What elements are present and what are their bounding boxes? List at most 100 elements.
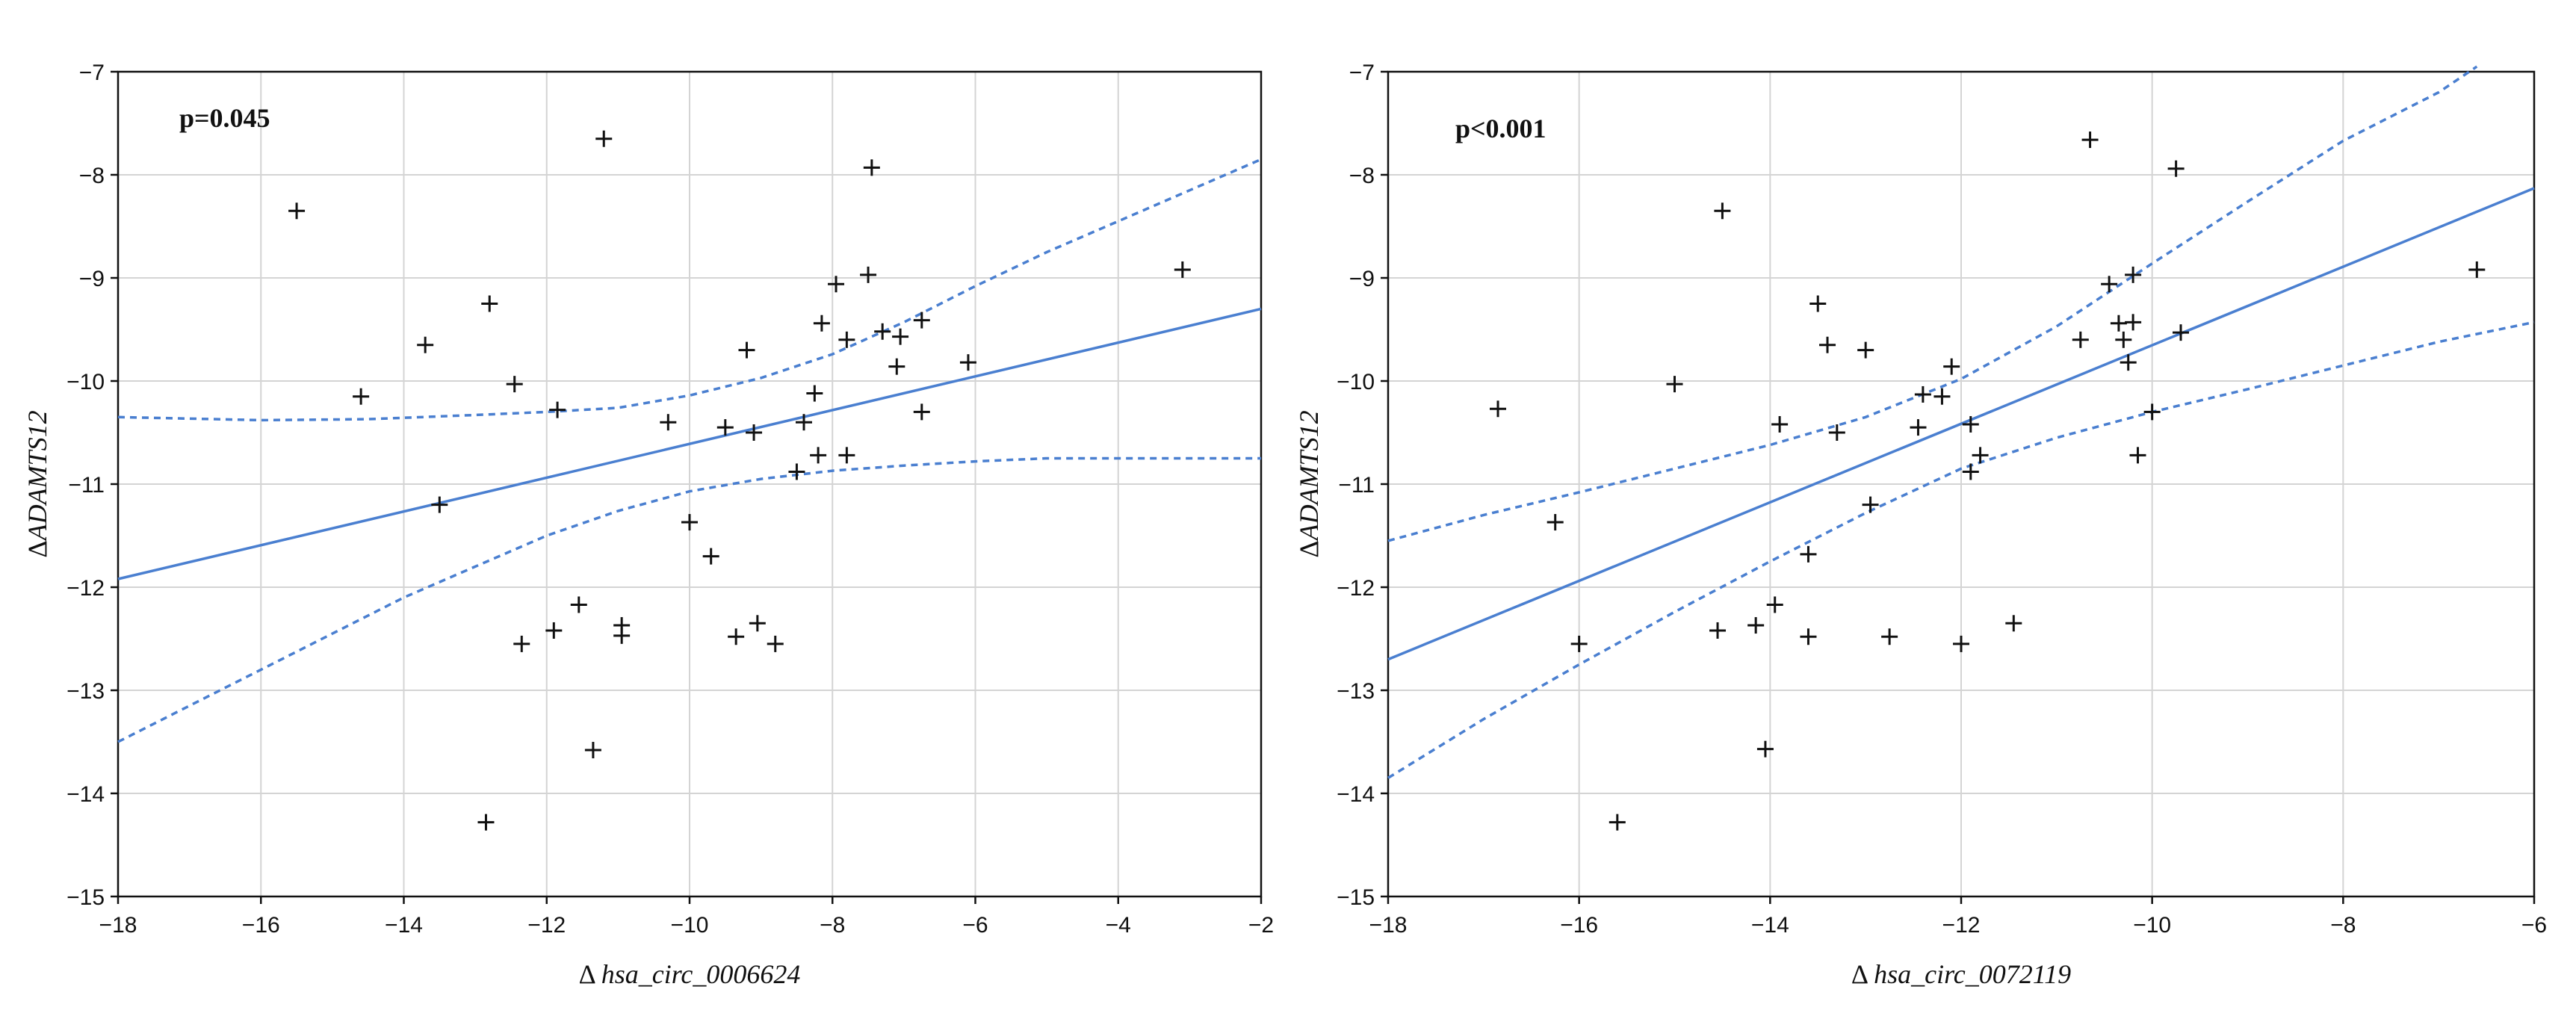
- data-point: [1857, 341, 1874, 359]
- data-point: [481, 295, 498, 312]
- data-point: [1809, 295, 1827, 312]
- y-tick-label: −10: [1337, 370, 1375, 394]
- y-tick-label: −15: [1337, 885, 1375, 910]
- data-point: [1881, 628, 1898, 645]
- right-scatter-panel: −18 −16 −14 −12 −10 −8 −6 −15 −14 −13 −12 −11 −10 −9 −…: [1294, 61, 2547, 989]
- data-point: [1766, 596, 1783, 613]
- data-point: [1609, 814, 1626, 831]
- ci-lower-curve: [117, 456, 1261, 743]
- data-point: [545, 622, 563, 639]
- x-axis-title: Δ hsa_circ_0006624: [579, 959, 801, 989]
- data-point: [2115, 331, 2132, 348]
- data-point: [1828, 424, 1845, 441]
- data-point: [746, 424, 763, 441]
- data-point: [353, 388, 370, 405]
- y-tick-label: −11: [68, 473, 105, 498]
- y-tick-label: −14: [66, 782, 105, 807]
- x-tick-label: −2: [1248, 913, 1274, 938]
- data-point: [838, 331, 855, 348]
- ci-upper-curve: [1387, 65, 2478, 542]
- x-axis-title-prefix: Δ: [1851, 959, 1874, 989]
- y-tick-label: −9: [1349, 267, 1375, 291]
- data-point: [1756, 740, 1774, 758]
- y-tick-label: −12: [1337, 576, 1375, 601]
- data-point: [1910, 419, 1927, 436]
- y-tick-label: −14: [1337, 782, 1375, 807]
- x-tick-label: −6: [962, 913, 988, 938]
- data-point: [716, 419, 734, 436]
- data-point: [788, 463, 805, 480]
- data-point: [1962, 463, 1979, 480]
- y-tick-label: −13: [1337, 679, 1375, 704]
- data-point: [2468, 261, 2486, 278]
- y-tick-label: −10: [66, 370, 105, 394]
- data-point: [2072, 331, 2089, 348]
- data-point: [838, 447, 855, 464]
- y-tick-label: −13: [66, 679, 105, 704]
- ci-lower-curve: [1387, 320, 2535, 779]
- x-tick-label: −4: [1106, 913, 1131, 938]
- data-point: [2005, 615, 2022, 632]
- p-value-annotation: p=0.045: [179, 103, 270, 133]
- x-tick-label: −12: [527, 913, 566, 938]
- data-point: [681, 514, 698, 531]
- y-tick-label: −7: [1349, 61, 1375, 85]
- data-point: [1666, 376, 1683, 393]
- regression-line: [1387, 187, 2535, 661]
- y-tick-label: −8: [1349, 164, 1375, 188]
- data-point: [2120, 354, 2137, 371]
- y-tick-label: −8: [79, 164, 105, 188]
- data-point: [1709, 622, 1727, 639]
- x-axis-title-text: hsa_circ_0072119: [1874, 959, 2071, 989]
- data-point: [1862, 496, 1879, 513]
- data-point: [570, 596, 587, 613]
- data-point: [2110, 315, 2127, 332]
- x-tick-label: −16: [1560, 913, 1598, 938]
- data-point: [1953, 635, 1969, 652]
- data-point: [417, 336, 434, 353]
- data-point: [613, 627, 631, 644]
- data-point: [860, 266, 877, 283]
- data-point: [1714, 202, 1731, 220]
- data-point: [660, 414, 677, 431]
- data-point: [806, 385, 823, 402]
- x-tick-label: −14: [385, 913, 423, 938]
- data-point: [2173, 324, 2190, 341]
- y-tick-label: −9: [79, 267, 105, 291]
- y-axis-title-text: ADAMTS12: [22, 410, 52, 542]
- data-point: [888, 358, 905, 375]
- data-point: [2129, 447, 2146, 464]
- x-tick-label: −10: [2133, 913, 2171, 938]
- x-tick-label: −10: [671, 913, 709, 938]
- data-point: [549, 401, 566, 418]
- left-scatter-panel: −18 −16 −14 −12 −10 −8 −6 −4 −2 −15 −14 −13 −12 −11 −1…: [22, 61, 1274, 989]
- data-point: [1800, 628, 1817, 645]
- data-point: [513, 635, 530, 652]
- data-point: [828, 276, 845, 293]
- data-point: [288, 202, 306, 220]
- data-point: [1962, 415, 1979, 433]
- ci-upper-curve: [117, 158, 1262, 422]
- y-axis-title: ΔADAMTS12: [1294, 410, 1324, 557]
- x-tick-label: −16: [242, 913, 280, 938]
- data-point: [1933, 388, 1951, 405]
- data-point: [728, 628, 745, 645]
- data-point: [2081, 131, 2099, 149]
- data-point: [1943, 358, 1960, 375]
- data-point: [2143, 403, 2161, 421]
- data-point: [1570, 635, 1588, 652]
- y-tick-label: −11: [1338, 473, 1375, 498]
- data-point: [1490, 400, 1507, 418]
- data-point: [767, 635, 784, 652]
- y-tick-label: −12: [66, 576, 105, 601]
- data-point: [738, 341, 755, 359]
- x-tick-label: −8: [2330, 913, 2356, 938]
- data-point: [1800, 545, 1817, 563]
- data-point: [1747, 617, 1765, 634]
- p-value-annotation: p<0.001: [1455, 114, 1546, 143]
- data-point: [749, 615, 766, 632]
- data-point: [2167, 160, 2185, 177]
- y-axis-title: ΔADAMTS12: [22, 410, 52, 557]
- y-axis-title-prefix: Δ: [1294, 540, 1324, 557]
